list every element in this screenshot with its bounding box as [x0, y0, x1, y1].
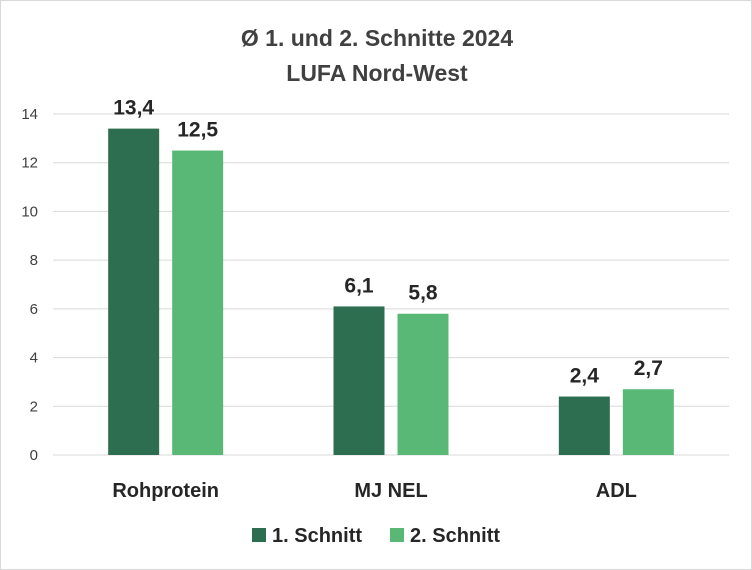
y-tick-label: 12	[21, 155, 38, 172]
y-tick-label: 10	[21, 203, 38, 220]
legend-swatch	[252, 528, 266, 542]
bar-1-3	[558, 396, 610, 455]
bar-1-2	[333, 306, 385, 455]
y-tick-label: 2	[30, 398, 38, 415]
legend-label: 2. Schnitt	[410, 525, 500, 547]
data-label: 2,4	[570, 365, 600, 388]
bar-1-1	[108, 128, 160, 455]
category-label: MJ NEL	[354, 480, 427, 502]
data-label: 12,5	[177, 119, 218, 142]
category-label: Rohprotein	[112, 480, 219, 502]
data-label: 6,1	[344, 274, 374, 297]
bars	[108, 128, 674, 456]
data-label: 13,4	[113, 97, 154, 120]
data-label: 2,7	[634, 357, 663, 380]
data-labels: 13,4 12,5 6,1 5,8 2,4 2,7	[113, 97, 663, 388]
y-tick-label: 8	[30, 252, 38, 269]
bar-2-2	[397, 313, 449, 455]
chart-title: Ø 1. und 2. Schnitte 2024	[241, 25, 513, 51]
x-axis-categories: Rohprotein MJ NEL ADL	[112, 480, 637, 502]
bar-2-1	[172, 150, 224, 456]
y-tick-label: 0	[30, 447, 38, 464]
bar-2-3	[622, 389, 674, 455]
y-tick-label: 14	[21, 106, 38, 123]
legend-label: 1. Schnitt	[272, 525, 362, 547]
chart-subtitle: LUFA Nord-West	[286, 60, 468, 86]
data-label: 5,8	[408, 282, 438, 305]
legend-swatch	[390, 528, 404, 542]
y-tick-label: 6	[30, 301, 38, 318]
gridlines	[53, 113, 729, 456]
y-tick-label: 4	[30, 350, 38, 367]
category-label: ADL	[596, 480, 637, 502]
legend: 1. Schnitt 2. Schnitt	[252, 525, 500, 547]
y-axis-ticks: 0 2 4 6 8 10 12 14	[21, 106, 38, 464]
